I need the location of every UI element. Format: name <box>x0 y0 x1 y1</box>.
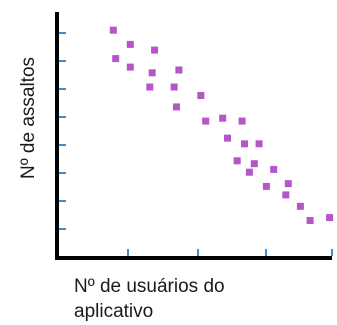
data-point <box>255 140 263 148</box>
data-point <box>146 83 154 91</box>
data-point <box>175 66 183 74</box>
data-point <box>224 134 231 142</box>
data-point <box>112 55 120 63</box>
data-point <box>296 202 304 210</box>
data-point <box>306 217 314 224</box>
data-point <box>262 182 270 190</box>
x-axis-label-line-2: aplicativo <box>74 301 153 322</box>
data-point <box>197 92 205 99</box>
data-points <box>109 26 334 224</box>
data-point <box>109 26 117 34</box>
data-point <box>170 83 178 91</box>
data-point <box>148 69 156 77</box>
data-point <box>282 191 290 199</box>
data-point <box>238 117 246 125</box>
data-point <box>245 168 253 176</box>
data-point <box>126 63 134 71</box>
tick-marks <box>56 32 333 256</box>
data-point <box>233 157 241 165</box>
x-axis-label-line-1: Nº de usuários do <box>74 276 225 297</box>
data-point <box>173 103 180 111</box>
data-point <box>219 114 227 122</box>
data-point <box>326 214 334 222</box>
data-point <box>151 46 159 54</box>
data-point <box>202 117 210 125</box>
y-axis-label: Nº de assaltos <box>18 57 39 179</box>
data-point <box>241 140 248 148</box>
data-point <box>250 160 258 168</box>
data-point <box>270 165 278 173</box>
data-point <box>126 40 134 48</box>
data-point <box>284 180 292 188</box>
